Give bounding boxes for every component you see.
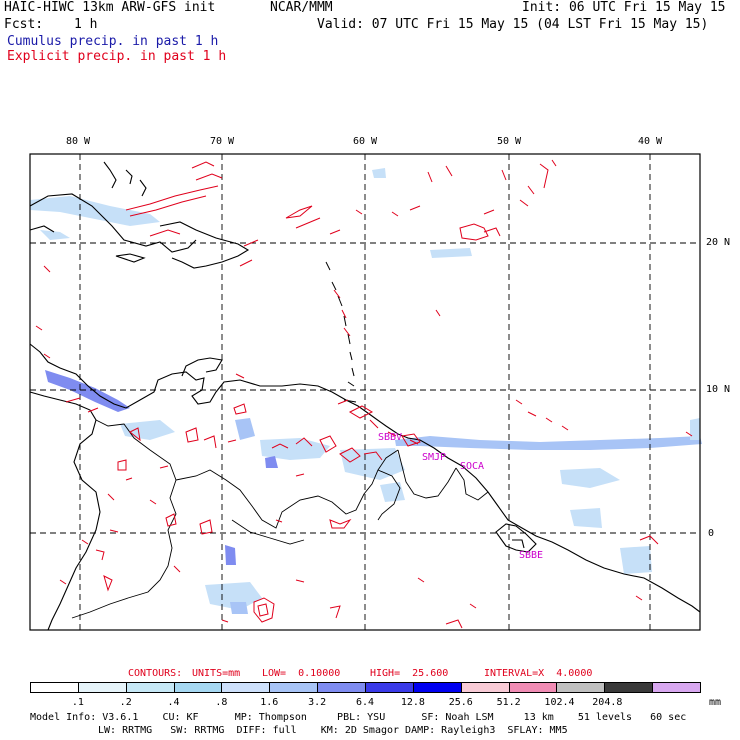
organization: NCAR/MMM bbox=[270, 0, 333, 15]
colorbar-swatch bbox=[317, 682, 366, 693]
colorbar-swatch bbox=[77, 682, 127, 693]
colorbar-label: .4 bbox=[167, 697, 180, 708]
colorbar-swatch bbox=[652, 682, 701, 693]
colorbar-swatch bbox=[604, 682, 654, 693]
legend-explicit: Explicit precip. in past 1 h bbox=[7, 49, 227, 64]
colorbar-label: 204.8 bbox=[592, 697, 623, 708]
colorbar-swatch bbox=[125, 682, 175, 693]
country-borders bbox=[71, 419, 489, 619]
colorbar-swatch bbox=[556, 682, 606, 693]
colorbar-swatch bbox=[269, 682, 319, 693]
colorbar-swatch bbox=[508, 682, 558, 693]
legend-cumulus: Cumulus precip. in past 1 h bbox=[7, 34, 219, 49]
model-title: HAIC-HIWC 13km ARW-GFS init bbox=[4, 0, 216, 15]
colorbar-label: 12.8 bbox=[400, 697, 425, 708]
model-info-line1: Model Info: V3.6.1 CU: KF MP: Thompson P… bbox=[30, 712, 687, 723]
colorbar-label: 3.2 bbox=[308, 697, 327, 708]
model-info-line2: LW: RRTMG SW: RRTMG DIFF: full KM: 2D Sm… bbox=[98, 725, 568, 736]
explicit-precip-contours bbox=[35, 159, 693, 629]
lon-label-70w: 70 W bbox=[210, 136, 235, 147]
valid-time: Valid: 07 UTC Fri 15 May 15 (04 LST Fri … bbox=[317, 17, 709, 32]
contour-low: LOW= 0.10000 bbox=[262, 668, 341, 679]
station-label: SBBE bbox=[519, 550, 544, 561]
colorbar-swatch bbox=[412, 682, 462, 693]
colorbar-label: .2 bbox=[119, 697, 132, 708]
contour-label: CONTOURS: bbox=[128, 668, 183, 679]
lat-label-20n: 20 N bbox=[706, 237, 731, 248]
colorbar-units: mm bbox=[709, 697, 722, 708]
station-label: SMJP bbox=[422, 452, 447, 463]
lesser-antilles bbox=[325, 261, 357, 403]
coastlines bbox=[29, 161, 701, 631]
station-label: SOCA bbox=[460, 461, 485, 472]
colorbar-label: 1.6 bbox=[260, 697, 279, 708]
lon-label-40w: 40 W bbox=[638, 136, 663, 147]
lat-label-10n: 10 N bbox=[706, 384, 731, 395]
forecast-label: Fcst: bbox=[4, 17, 44, 32]
colorbar-label: 25.6 bbox=[448, 697, 473, 708]
colorbar-swatch bbox=[221, 682, 271, 693]
forecast-hour: 1 h bbox=[74, 17, 98, 32]
contour-units: UNITS=mm bbox=[192, 668, 241, 679]
colorbar-label: 102.4 bbox=[544, 697, 575, 708]
colorbar-label: .8 bbox=[215, 697, 228, 708]
colorbar-label: .1 bbox=[71, 697, 84, 708]
lon-label-60w: 60 W bbox=[353, 136, 378, 147]
colorbar-swatch bbox=[365, 682, 414, 693]
contour-interval: INTERVAL=X 4.0000 bbox=[484, 668, 593, 679]
station-label: SBBV bbox=[378, 432, 403, 443]
init-time: Init: 06 UTC Fri 15 May 15 bbox=[522, 0, 726, 15]
colorbar-label: 51.2 bbox=[496, 697, 521, 708]
cumulus-precip-areas bbox=[30, 168, 702, 614]
lon-label-80w: 80 W bbox=[66, 136, 91, 147]
colorbar-swatch bbox=[173, 682, 223, 693]
map-frame bbox=[29, 153, 701, 631]
colorbar-label: 6.4 bbox=[355, 697, 375, 708]
lat-lon-grid bbox=[30, 154, 700, 630]
lon-label-50w: 50 W bbox=[497, 136, 522, 147]
colorbar-swatch bbox=[30, 682, 79, 693]
colorbar-swatch bbox=[460, 682, 510, 693]
contour-high: HIGH= 25.600 bbox=[370, 668, 449, 679]
lat-label-0: 0 bbox=[708, 528, 715, 539]
